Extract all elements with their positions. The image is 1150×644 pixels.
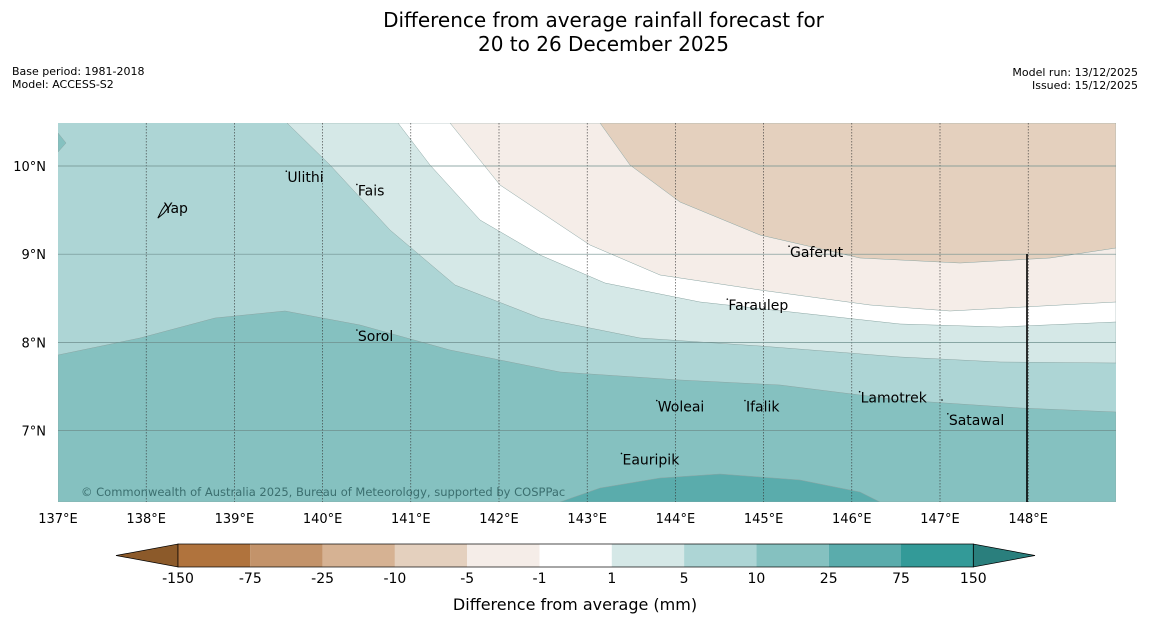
longitude-tick-label: 147°E: [920, 512, 960, 527]
colorbar-bin: [828, 544, 901, 567]
latitude-ticks: 10°N 9°N 8°N 7°N: [13, 160, 46, 440]
island-marker: [620, 452, 623, 455]
contour-small-patch: [58, 132, 67, 153]
title-line-1: Difference from average rainfall forecas…: [383, 8, 824, 32]
base-period-info: Base period: 1981-2018 Model: ACCESS-S2: [12, 65, 144, 91]
colorbar-bin: [322, 544, 395, 567]
longitude-tick-label: 137°E: [38, 512, 78, 527]
island-marker: [285, 170, 288, 173]
colorbar-tick-label: 5: [680, 571, 689, 587]
colorbar-tick-label: 150: [960, 571, 987, 587]
colorbar-extend-low: [115, 543, 179, 568]
issued-text: Issued: 15/12/2025: [1031, 79, 1138, 92]
longitude-tick-label: 139°E: [215, 512, 255, 527]
colorbar-bin: [539, 544, 612, 567]
colorbar-tick-label: 75: [892, 571, 910, 587]
place-label-sorol: Sorol: [358, 329, 393, 345]
colorbar-tick-label: 25: [820, 571, 838, 587]
place-label-fais: Fais: [358, 183, 385, 199]
colorbar-tick-label: -10: [383, 571, 406, 587]
colorbar-tick-label: -5: [460, 571, 474, 587]
island-marker: [941, 399, 943, 401]
copyright-text: © Commonwealth of Australia 2025, Bureau…: [81, 485, 565, 499]
colorbar-bin: [250, 544, 323, 567]
longitude-tick-label: 140°E: [303, 512, 343, 527]
longitude-ticks: 137°E 138°E 139°E 140°E 141°E 142°E 143°E 144°E…: [38, 512, 1048, 527]
longitude-tick-label: 138°E: [126, 512, 166, 527]
island-marker: [655, 399, 658, 402]
place-label-yap: Yap: [163, 201, 188, 217]
contour-minus10-to-minus5: [599, 123, 1116, 264]
colorbar-bin: [611, 544, 685, 567]
latitude-tick-label: 8°N: [22, 336, 47, 351]
island-marker: [947, 412, 949, 415]
colorbar-tick-label: 10: [747, 571, 765, 587]
colorbar-bin: [467, 544, 540, 567]
colorbar-extend-high: [972, 543, 1036, 568]
title-line-2: 20 to 26 December 2025: [477, 32, 729, 56]
colorbar-title: Difference from average (mm): [453, 595, 697, 614]
island-marker: [726, 298, 729, 300]
colorbar-tick-label: -1: [533, 571, 547, 587]
colorbar-bin: [756, 544, 829, 567]
base-period-text: Base period: 1981-2018: [12, 65, 145, 78]
place-label-satawal: Satawal: [949, 413, 1004, 429]
model-run-text: Model run: 13/12/2025: [1012, 66, 1138, 79]
longitude-tick-label: 145°E: [744, 512, 784, 527]
latitude-tick-label: 10°N: [13, 160, 46, 175]
contour-25-to-75: [559, 473, 881, 502]
island-marker: [788, 245, 790, 247]
place-label-gaferut: Gaferut: [790, 245, 844, 261]
colorbar-bin: [394, 544, 468, 567]
map-title: Difference from average rainfall forecas…: [0, 8, 1150, 56]
longitude-tick-label: 142°E: [479, 512, 519, 527]
place-label-eauripik: Eauripik: [622, 452, 680, 468]
place-label-ulithi: Ulithi: [287, 170, 323, 186]
place-label-faraulep: Faraulep: [728, 298, 788, 314]
longitude-tick-label: 143°E: [567, 512, 607, 527]
place-label-lamotrek: Lamotrek: [861, 391, 928, 407]
colorbar-bin: [178, 544, 251, 567]
place-label-ifalik: Ifalik: [746, 400, 780, 416]
island-marker: [858, 390, 861, 393]
longitude-tick-label: 141°E: [391, 512, 431, 527]
latitude-tick-label: 9°N: [22, 248, 47, 263]
island-marker: [744, 399, 746, 402]
colorbar-outline: [177, 543, 974, 568]
place-label-woleai: Woleai: [658, 400, 705, 416]
colorbar-tick-label: -25: [311, 571, 334, 587]
island-marker: [356, 183, 358, 186]
model-text: Model: ACCESS-S2: [12, 78, 114, 91]
colorbar-bin: [684, 544, 757, 567]
colorbar-tick-label: -150: [162, 571, 194, 587]
places-layer: Yap Ulithi Fais Gaferut Faraulep Sorol Lamotre…: [157, 170, 1004, 468]
longitude-tick-label: 144°E: [656, 512, 696, 527]
island-marker: [356, 329, 358, 331]
colorbar-tick-label: 1: [607, 571, 616, 587]
latitude-tick-label: 7°N: [22, 425, 47, 440]
longitude-tick-label: 148°E: [1008, 512, 1048, 527]
longitude-tick-label: 146°E: [832, 512, 872, 527]
colorbar-bin: [901, 544, 974, 567]
model-run-info: Model run: 13/12/2025 Issued: 15/12/2025: [1012, 66, 1138, 92]
yap-island-shape: [157, 203, 169, 219]
colorbar: -150 -75 -25 -10 -5 -1 1 5 10 25 75 150 Difference f…: [115, 543, 1036, 614]
colorbar-tick-label: -75: [239, 571, 262, 587]
graticule: [58, 123, 1116, 502]
